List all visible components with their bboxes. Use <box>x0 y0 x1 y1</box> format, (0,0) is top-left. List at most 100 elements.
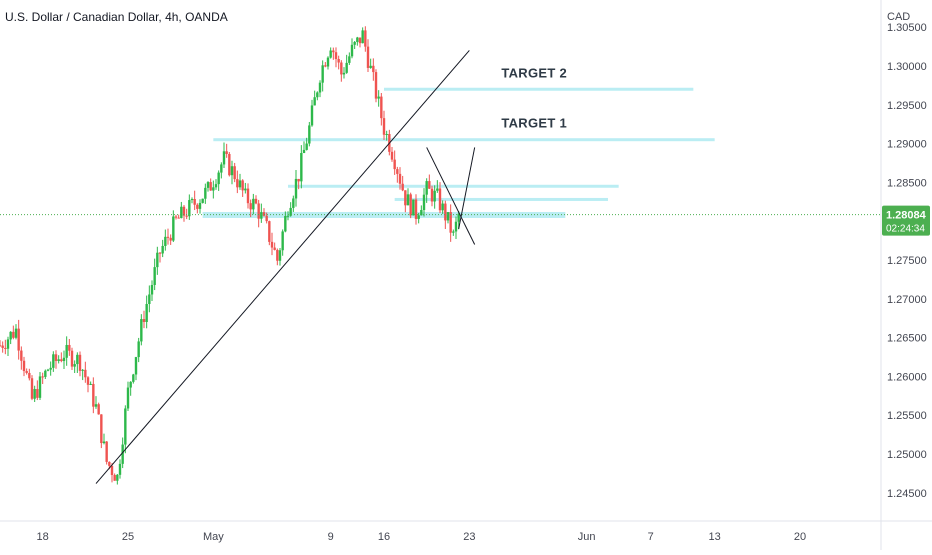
x-tick-label: Jun <box>578 531 596 543</box>
y-tick-label: 1.25500 <box>887 410 927 422</box>
candle-body <box>276 249 279 261</box>
candle-body <box>150 284 154 295</box>
candle-body <box>212 187 215 191</box>
candle-body <box>140 319 143 342</box>
candle-body <box>124 408 127 445</box>
candle-body <box>313 97 316 106</box>
y-tick-label: 1.26500 <box>887 333 927 345</box>
candle-body <box>172 216 175 241</box>
candle-body <box>385 133 388 135</box>
candle-body <box>246 188 250 204</box>
candle-body <box>220 164 223 173</box>
candle-body <box>132 374 135 382</box>
candle-body <box>308 125 311 144</box>
candle-body <box>268 221 271 242</box>
candle-body <box>446 212 450 221</box>
candle-body <box>326 57 330 67</box>
candle-body <box>169 237 172 241</box>
candle-body <box>332 50 335 53</box>
candle-body <box>433 190 436 202</box>
candle-body <box>396 169 399 174</box>
x-tick-label: 13 <box>709 531 721 543</box>
x-tick-label: 16 <box>378 531 390 543</box>
candle-body <box>76 354 79 365</box>
candle-body <box>38 376 42 398</box>
candle-body <box>41 376 44 378</box>
y-tick-label: 1.29500 <box>887 100 927 112</box>
candle-body <box>316 92 319 98</box>
x-tick-label: 25 <box>122 531 134 543</box>
x-tick-label: 9 <box>328 531 334 543</box>
candles-layer <box>0 26 460 485</box>
x-tick-label: 18 <box>37 531 49 543</box>
candle-body <box>278 250 282 261</box>
candle-body <box>377 96 380 99</box>
candle-body <box>180 206 183 219</box>
candle-body <box>294 178 298 199</box>
candle-body <box>110 465 114 475</box>
levels-layer <box>202 87 715 218</box>
candle-body <box>404 190 407 206</box>
candle-body <box>105 441 108 462</box>
candle-body <box>228 153 231 176</box>
candle-body <box>188 200 191 217</box>
candle-body <box>350 44 354 57</box>
candle-body <box>302 149 306 154</box>
candle-body <box>374 72 378 99</box>
candle-body <box>108 461 111 466</box>
candle-body <box>209 182 212 191</box>
candle-body <box>353 41 356 45</box>
candle-body <box>158 252 162 254</box>
candle-body <box>436 188 439 191</box>
candle-body <box>345 62 348 73</box>
candle-body <box>260 212 263 219</box>
candle-body <box>281 231 284 251</box>
candle-body <box>401 183 404 191</box>
candle-body <box>230 166 234 176</box>
level-line <box>394 197 608 201</box>
y-tick-label: 1.27000 <box>887 294 927 306</box>
candle-body <box>289 207 292 216</box>
candle-body <box>305 143 308 150</box>
level-line <box>288 184 619 188</box>
candle-body <box>6 339 10 349</box>
candle-body <box>252 198 255 210</box>
y-tick-label: 1.30500 <box>887 22 927 34</box>
candle-body <box>65 344 68 358</box>
candle-body <box>273 247 276 250</box>
candle-body <box>257 203 260 219</box>
candle-body <box>217 172 220 185</box>
candle-body <box>190 199 194 201</box>
level-line <box>384 87 694 91</box>
candle-body <box>89 383 92 385</box>
candle-body <box>97 404 100 415</box>
candle-body <box>153 267 156 285</box>
candle-body <box>324 65 327 67</box>
candle-body <box>428 181 431 189</box>
candle-body <box>284 216 287 232</box>
candle-body <box>134 357 138 375</box>
candle-body <box>361 30 364 44</box>
trendline-up <box>95 50 470 484</box>
candle-body <box>414 199 418 219</box>
candle-body <box>300 153 303 182</box>
candle-body <box>17 328 20 351</box>
candle-body <box>185 215 188 217</box>
candle-body <box>137 341 140 358</box>
candle-body <box>46 369 50 371</box>
y-tick-label: 1.28500 <box>887 177 927 189</box>
candle-body <box>86 377 90 385</box>
candle-body <box>249 203 252 210</box>
candle-body <box>52 354 55 368</box>
wedge-lower-line <box>458 147 476 230</box>
candle-body <box>390 151 394 160</box>
candle-body <box>270 241 274 248</box>
candle-body <box>12 331 15 338</box>
candle-body <box>78 354 82 371</box>
candle-body <box>297 178 300 182</box>
candle-body <box>1 345 4 348</box>
candle-body <box>164 236 167 246</box>
candle-body <box>126 387 130 409</box>
